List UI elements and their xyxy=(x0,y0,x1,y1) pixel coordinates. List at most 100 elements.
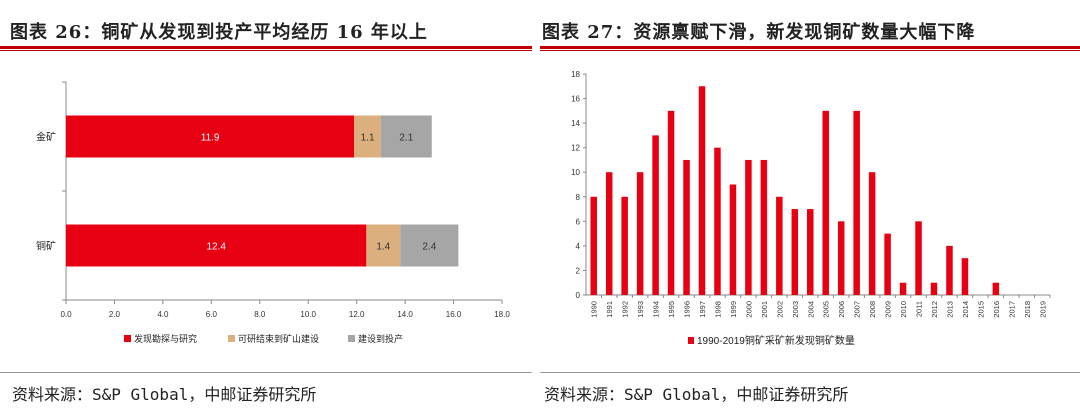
y-tick-label: 2 xyxy=(576,266,581,275)
x-tick-label: 2008 xyxy=(868,301,877,318)
x-tick-label: 2017 xyxy=(1007,301,1016,318)
chart-27-title-bar: 图表 27：资源禀赋下滑，新发现铜矿数量大幅下降 xyxy=(542,16,975,46)
x-tick-label: 1992 xyxy=(621,301,630,318)
legend-swatch xyxy=(348,335,355,342)
bar xyxy=(853,110,860,295)
y-tick-label: 0 xyxy=(576,291,581,300)
bar xyxy=(899,282,907,295)
x-tick-label: 2.0 xyxy=(109,310,121,319)
x-tick-label: 6.0 xyxy=(206,310,218,319)
x-tick-label: 2019 xyxy=(1038,301,1047,318)
x-tick-label: 2012 xyxy=(930,301,939,318)
bar xyxy=(667,110,675,295)
x-tick-label: 1999 xyxy=(729,301,738,318)
legend-swatch xyxy=(688,337,694,344)
chart-26-title-bar: 图表 26：铜矿从发现到投产平均经历 16 年以上 xyxy=(10,16,428,46)
y-tick-label: 6 xyxy=(576,217,581,226)
bar xyxy=(915,221,922,295)
bar xyxy=(791,209,799,295)
legend-label: 1990-2019铜矿采矿新发现铜矿数量 xyxy=(697,334,855,347)
x-tick-label: 2006 xyxy=(837,301,846,318)
x-tick-label: 0.0 xyxy=(60,310,72,319)
x-tick-label: 2014 xyxy=(961,301,970,318)
bar-segment xyxy=(400,224,459,267)
source-rule xyxy=(540,372,1080,373)
y-tick-label: 16 xyxy=(571,95,580,104)
x-tick-label: 8.0 xyxy=(254,310,266,319)
bar xyxy=(961,258,969,295)
data-label: 1.1 xyxy=(361,133,375,144)
y-tick-label: 10 xyxy=(571,168,580,177)
right-panel: 图表 27：资源禀赋下滑，新发现铜矿数量大幅下降 0 2 4 6 8 10 12 14 16 18… xyxy=(540,0,1080,414)
title-rule xyxy=(0,46,532,49)
x-tick-label: 14.0 xyxy=(397,310,413,319)
data-label: 2.4 xyxy=(422,242,436,253)
legend-swatch xyxy=(228,335,235,342)
bar xyxy=(621,196,628,295)
bar-segment xyxy=(66,115,355,158)
x-tick-label: 2013 xyxy=(945,301,954,318)
x-tick-label: 2010 xyxy=(899,301,908,318)
data-label: 2.1 xyxy=(399,133,413,144)
x-tick-label: 12.0 xyxy=(349,310,365,319)
bar xyxy=(590,196,597,295)
bar xyxy=(930,282,938,295)
x-tick-label: 1995 xyxy=(667,301,676,318)
x-tick-label: 1993 xyxy=(636,301,645,318)
x-tick-label: 1997 xyxy=(698,301,707,318)
legend-label: 建设到投产 xyxy=(358,333,403,344)
x-tick-label: 2005 xyxy=(822,301,831,318)
y-tick-label: 14 xyxy=(571,119,580,128)
data-label: 1.4 xyxy=(376,242,390,253)
left-panel: 图表 26：铜矿从发现到投产平均经历 16 年以上 0.0 2.0 4.0 6.0 8.… xyxy=(0,0,532,414)
x-tick-label: 2007 xyxy=(853,301,862,318)
legend-swatch xyxy=(124,335,131,342)
bar xyxy=(822,110,829,295)
bar xyxy=(714,147,721,295)
chart-27-title: 图表 27：资源禀赋下滑，新发现铜矿数量大幅下降 xyxy=(542,22,976,43)
bar xyxy=(776,196,783,295)
bar-segment xyxy=(354,115,381,158)
y-tick-label: 4 xyxy=(576,242,581,251)
bar xyxy=(868,172,876,295)
source-rule xyxy=(0,372,532,373)
title-rule xyxy=(540,46,1080,49)
bar xyxy=(636,172,644,295)
data-label: 11.9 xyxy=(201,133,220,144)
x-tick-label: 10.0 xyxy=(300,310,316,319)
title-rule-thin xyxy=(540,50,1080,51)
title-rule-thin xyxy=(0,50,532,51)
x-tick-label: 16.0 xyxy=(446,310,462,319)
bar xyxy=(652,135,659,295)
chart-27-source: 资料来源：S&P Global，中邮证券研究所 xyxy=(544,385,849,404)
x-tick-label: 2000 xyxy=(744,301,753,318)
bar xyxy=(683,159,690,295)
data-label: 12.4 xyxy=(206,242,226,253)
x-tick-label: 2009 xyxy=(884,301,893,318)
bar xyxy=(745,159,752,295)
bar xyxy=(760,159,768,295)
x-tick-label: 4.0 xyxy=(157,310,169,319)
chart-26-title: 图表 26：铜矿从发现到投产平均经历 16 年以上 xyxy=(10,22,428,43)
x-tick-label: 2002 xyxy=(775,301,784,318)
bar xyxy=(698,86,706,296)
bar-segment xyxy=(380,115,432,158)
bar-segment xyxy=(66,224,367,267)
category-label: 铜矿 xyxy=(36,240,56,253)
bar xyxy=(837,221,845,295)
bar xyxy=(946,245,953,295)
bar xyxy=(884,233,891,295)
category-label: 金矿 xyxy=(36,131,56,144)
x-tick-label: 2015 xyxy=(976,301,985,318)
chart-26-svg: 0.0 2.0 4.0 6.0 8.0 10.0 12.0 14.0 16.0 18.0 金矿 11.… xyxy=(36,81,510,344)
bar xyxy=(605,172,613,295)
chart-27-svg: 0 2 4 6 8 10 12 14 16 18 1990 1991 1992 1993 1994 1995 1… xyxy=(571,70,1051,347)
x-tick-label: 1996 xyxy=(683,301,692,318)
x-tick-label: 2001 xyxy=(760,301,769,318)
bar-segment xyxy=(366,224,401,267)
y-tick-label: 18 xyxy=(571,70,580,79)
bar xyxy=(807,209,814,295)
chart-26-source: 资料来源：S&P Global，中邮证券研究所 xyxy=(12,385,317,404)
x-tick-label: 1998 xyxy=(713,301,722,318)
x-tick-label: 2018 xyxy=(1023,301,1032,318)
